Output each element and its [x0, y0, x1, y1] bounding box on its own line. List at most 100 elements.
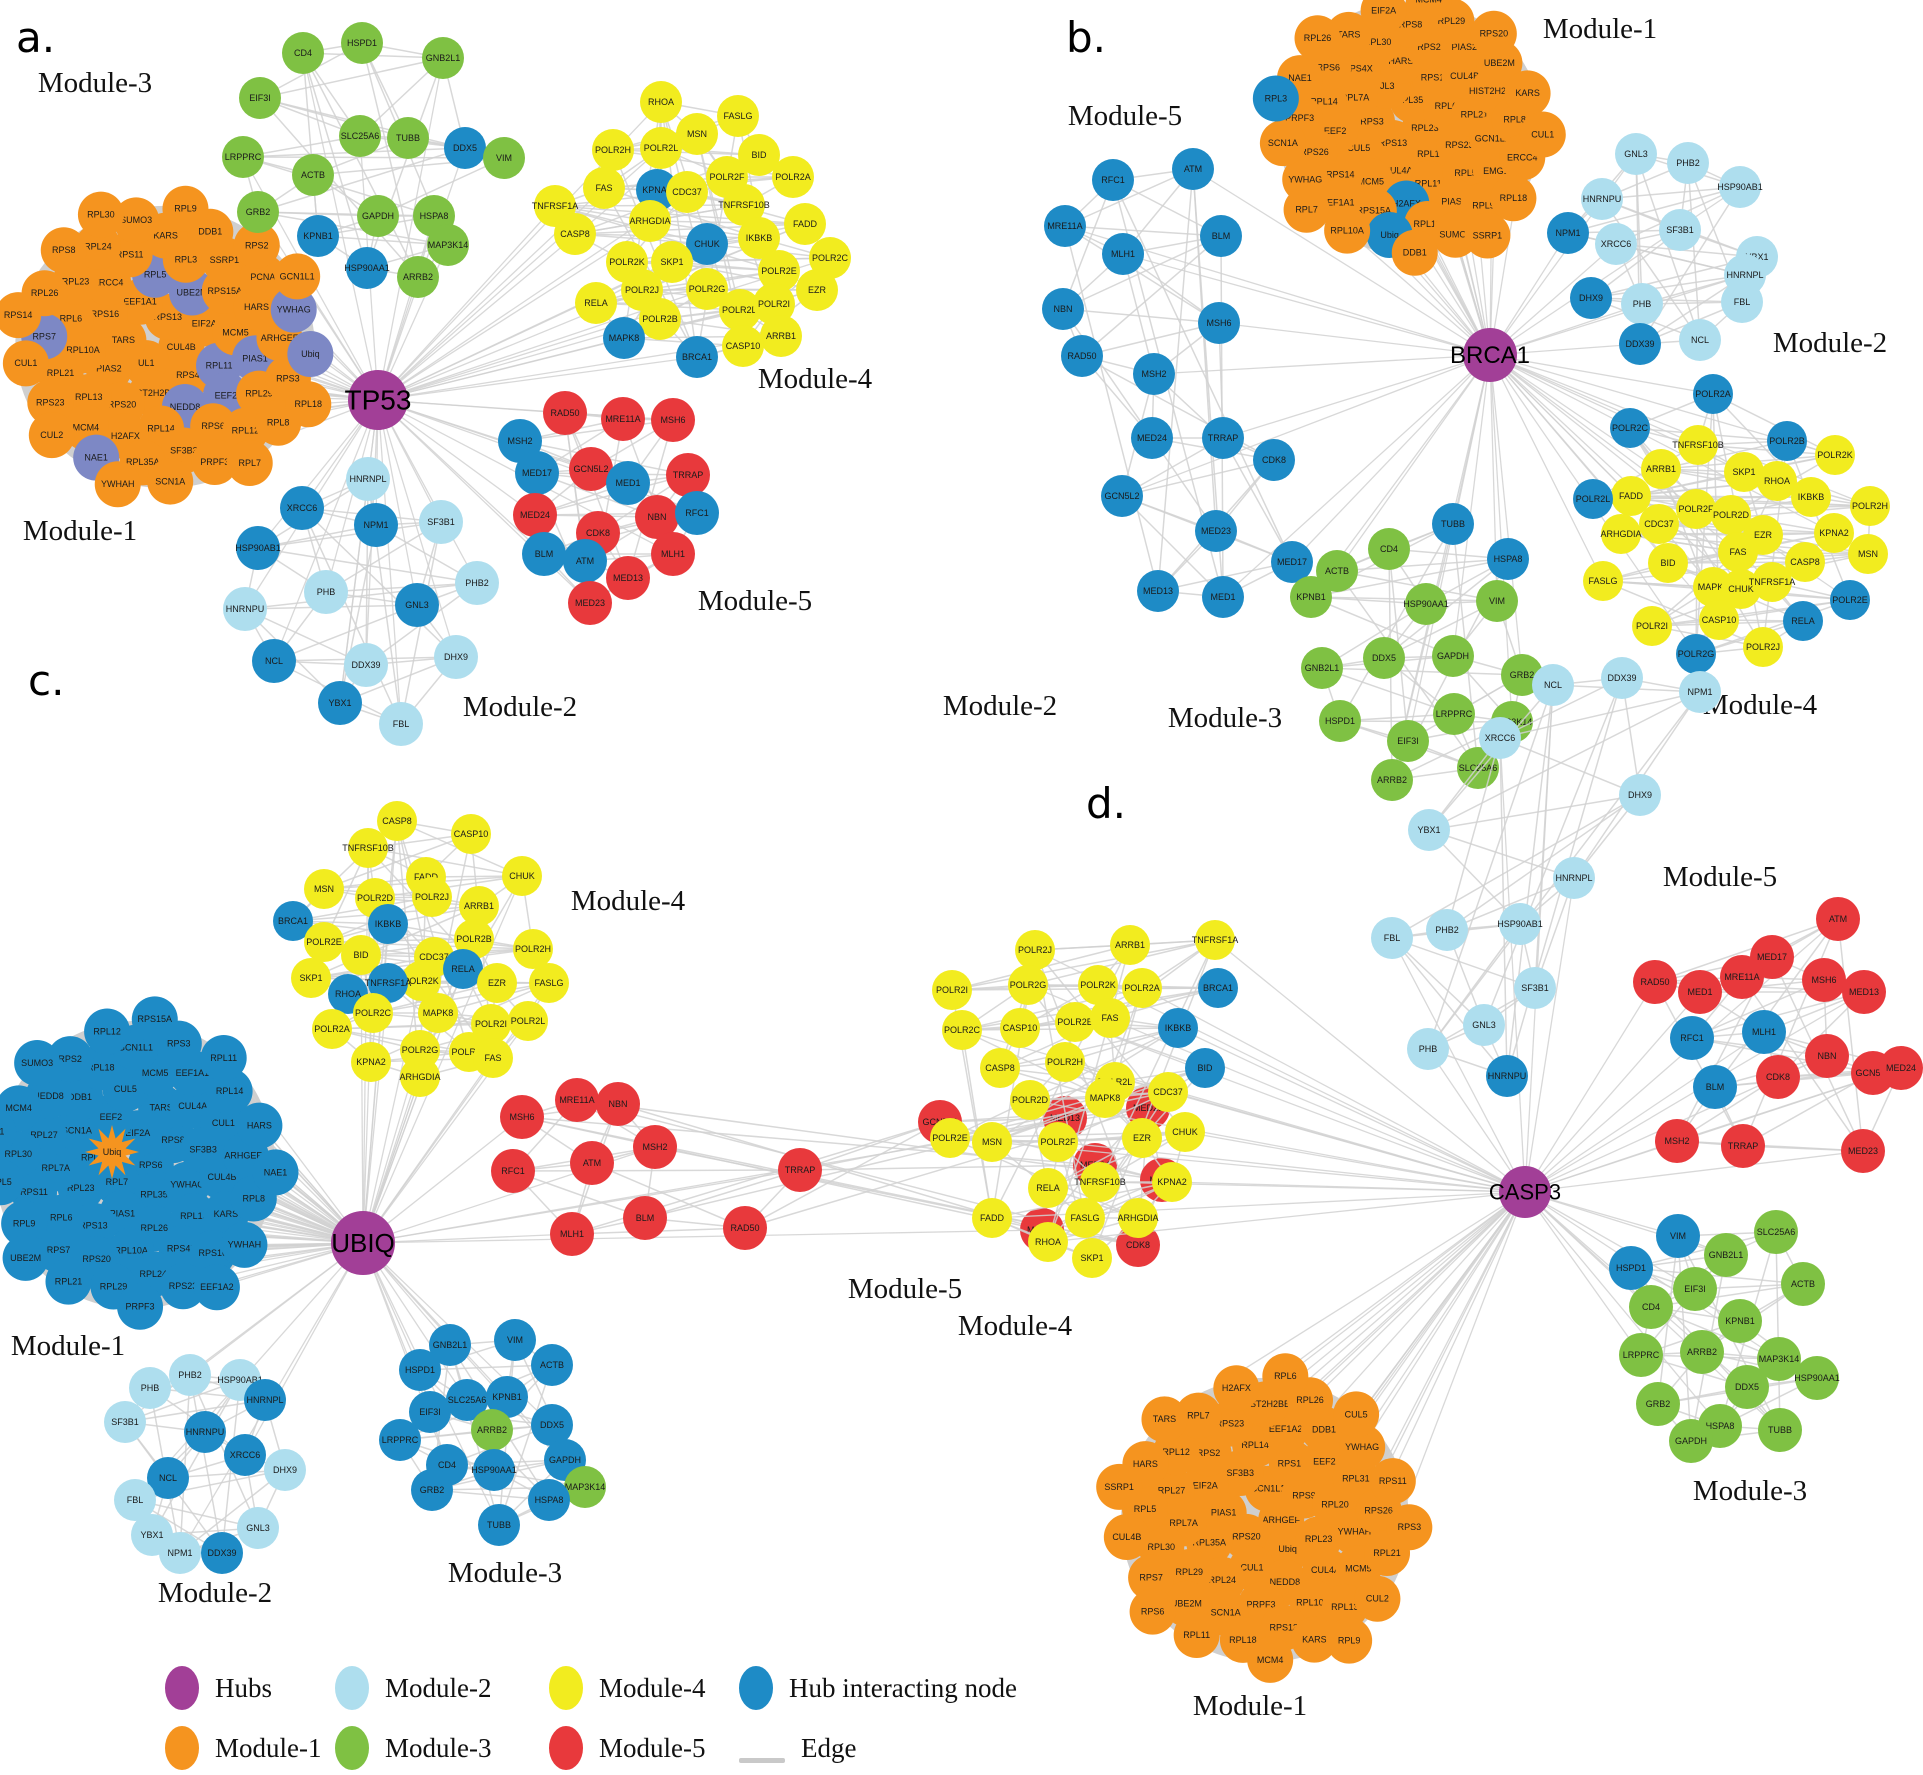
node-label-EIF2A: EIF2A: [125, 1128, 150, 1138]
edge: [377, 205, 556, 401]
node-label-EEF1A1: EEF1A1: [1321, 198, 1355, 208]
node-label-RPL3: RPL3: [1265, 93, 1288, 103]
node-label-SF3B3: SF3B3: [1226, 1468, 1254, 1478]
node-label-TARS: TARS: [149, 1103, 172, 1113]
node-label-GNL3: GNL3: [405, 600, 429, 610]
node-CASP8: [377, 801, 417, 841]
node-label-RPL21: RPL21: [47, 368, 75, 378]
node-label-RPS11: RPS11: [1421, 72, 1449, 82]
edge: [1177, 1027, 1526, 1193]
edge: [301, 507, 457, 658]
node-label-MSH2: MSH2: [507, 436, 532, 446]
node-label-NEDD8: NEDD8: [33, 1091, 64, 1101]
node-label-MLH1: MLH1: [1752, 1027, 1776, 1037]
node-NCL: [147, 1457, 189, 1499]
edge: [1029, 1027, 1179, 1101]
node-label-MED23: MED23: [1201, 526, 1231, 536]
node-label-ARHGDIA: ARHGDIA: [629, 216, 670, 226]
node-label-GNL3: GNL3: [1472, 1020, 1496, 1030]
node-label-RPL30: RPL30: [4, 1149, 32, 1159]
node-label-RHOA: RHOA: [335, 989, 361, 999]
hub-node-TP53: [348, 370, 408, 430]
node-HSPD1: [1609, 1246, 1653, 1290]
node-DDX5: [531, 1404, 573, 1446]
node-label-VIM: VIM: [1489, 596, 1505, 606]
node-CASP10: [1699, 600, 1739, 640]
node-DDB1: [1391, 229, 1438, 276]
node-label-HSP90AB1: HSP90AB1: [1717, 182, 1763, 192]
node-label-MED13: MED13: [1849, 987, 1879, 997]
node-label-ARHGEF: ARHGEF: [261, 333, 299, 343]
node-label-RPL29: RPL29: [1438, 16, 1466, 26]
node-RPS11: [1369, 1458, 1416, 1505]
node-label-TNFRSF10B: TNFRSF10B: [718, 200, 770, 210]
edge: [1489, 354, 1699, 446]
node-label-CDC37: CDC37: [672, 187, 702, 197]
node-label-RPS7: RPS7: [32, 331, 56, 341]
node-label-RHOA: RHOA: [648, 97, 674, 107]
node-label-RPS2: RPS2: [58, 1054, 82, 1064]
node-label-RAD50: RAD50: [550, 408, 579, 418]
node-label-RPL9: RPL9: [13, 1218, 36, 1228]
node-label-MED24: MED24: [1886, 1063, 1916, 1073]
edge: [377, 399, 457, 658]
node-label-DDB1: DDB1: [68, 1092, 92, 1102]
node-label-MAPK8: MAPK8: [423, 1008, 454, 1018]
node-label-RPS23: RPS23: [1445, 140, 1474, 150]
node-label-CUL4A: CUL4A: [1311, 1565, 1340, 1575]
edge: [696, 133, 741, 311]
node-label-EEF2: EEF2: [215, 390, 238, 400]
node-POLR2D: [1711, 495, 1751, 535]
edge: [1483, 677, 1623, 1026]
node-RPS7: [1128, 1554, 1175, 1601]
node-label-CUL5: CUL5: [1347, 143, 1370, 153]
node-label-MLH1: MLH1: [1111, 249, 1135, 259]
node-label-GAPDH: GAPDH: [362, 211, 394, 221]
node-MSN: [676, 113, 718, 155]
edge: [1524, 1031, 1765, 1193]
node-ARHGDIA: [1601, 514, 1641, 554]
node-label-SF3B1: SF3B1: [1666, 225, 1694, 235]
node-label-RPL9: RPL9: [1338, 1635, 1361, 1645]
node-label-DHX9: DHX9: [444, 652, 468, 662]
node-SF3B1: [1659, 209, 1701, 251]
node-label-ATM: ATM: [583, 1158, 601, 1168]
node-label-RHOA: RHOA: [1764, 476, 1790, 486]
node-label-RAD50: RAD50: [1067, 351, 1096, 361]
node-label-TRRAP: TRRAP: [673, 470, 704, 480]
node-label-RPL11: RPL11: [1415, 178, 1442, 188]
node-label-NBN: NBN: [1817, 1051, 1836, 1061]
node-label-TNFRSF1A: TNFRSF1A: [1192, 935, 1239, 945]
node-RPS8: [40, 227, 87, 274]
edge: [1310, 596, 1498, 602]
edge: [1650, 1306, 1780, 1360]
node-label-HNRNPU: HNRNPU: [186, 1427, 225, 1437]
node-MED1: [1202, 576, 1244, 618]
node-label-RPS8: RPS8: [161, 1135, 185, 1145]
node-label-RPS15A: RPS15A: [138, 1014, 173, 1024]
node-POLR2G: [686, 268, 728, 310]
node-label-SF3B3: SF3B3: [170, 445, 198, 455]
node-HSP90AB1: [1719, 166, 1761, 208]
node-label-NCL: NCL: [1544, 680, 1562, 690]
node-label-RPS11: RPS11: [20, 1187, 48, 1197]
node-label-MCM4: MCM4: [5, 1103, 32, 1113]
node-FBL: [379, 702, 423, 746]
node-label-RPS14: RPS14: [1326, 169, 1355, 179]
node-label-RPS16: RPS16: [1278, 1458, 1307, 1468]
star-node-label: Ubiq: [103, 1147, 122, 1157]
node-label-HSP90AA1: HSP90AA1: [1794, 1373, 1840, 1383]
node-label-RPL11: RPL11: [210, 1053, 237, 1063]
edge: [1081, 322, 1220, 357]
node-CUL1: [2, 340, 49, 387]
node-label-UBE2M: UBE2M: [177, 287, 208, 297]
node-MSN: [1848, 534, 1888, 574]
node-label-PHB: PHB: [1633, 299, 1652, 309]
node-GNL3: [237, 1507, 279, 1549]
node-ACTB: [531, 1344, 573, 1386]
edge: [1446, 877, 1575, 931]
node-label-CUL4B: CUL4B: [208, 1172, 237, 1182]
node-label-DDX39: DDX39: [1625, 339, 1654, 349]
node-POLR2I: [471, 1004, 511, 1044]
node-MED13: [1137, 570, 1179, 612]
